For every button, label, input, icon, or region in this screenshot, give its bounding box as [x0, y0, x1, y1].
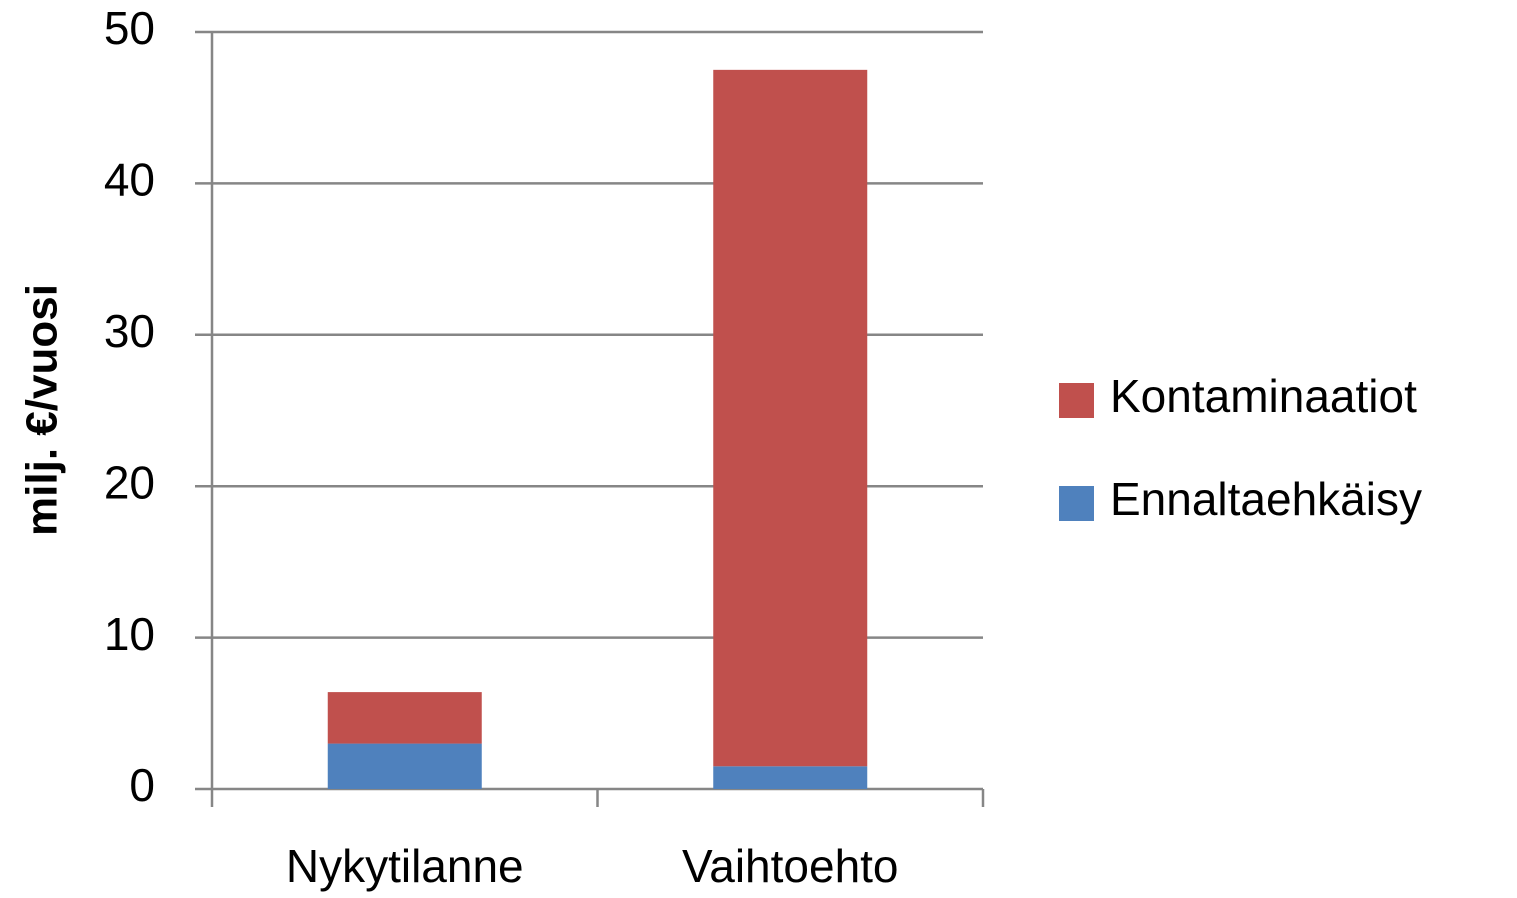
legend-swatch: [1059, 383, 1094, 418]
legend-swatch: [1059, 486, 1094, 521]
bar-segment: [713, 69, 868, 767]
bar-segment: [327, 743, 482, 789]
y-tick-label: 50: [104, 2, 155, 54]
legend-label: Ennaltaehkäisy: [1110, 473, 1422, 525]
x-tick-label: Nykytilanne: [286, 840, 524, 892]
y-axis-label: milj. €/vuosi: [18, 284, 67, 536]
y-tick-label: 0: [129, 759, 155, 811]
legend-label: Kontaminaatiot: [1110, 370, 1417, 422]
bar-segment: [327, 692, 482, 744]
y-tick-label: 30: [104, 305, 155, 357]
y-tick-label: 10: [104, 608, 155, 660]
y-tick-label: 40: [104, 154, 155, 206]
bar-segment: [713, 766, 868, 789]
y-tick-label: 20: [104, 456, 155, 508]
x-tick-label: Vaihtoehto: [682, 840, 899, 892]
